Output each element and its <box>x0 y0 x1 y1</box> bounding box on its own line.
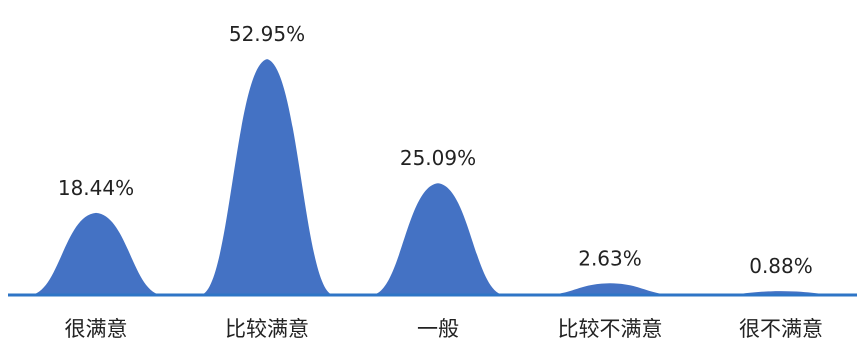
peak-3 <box>371 183 505 295</box>
peak-2 <box>200 59 334 295</box>
category-label-3: 一般 <box>417 317 459 339</box>
peak-1 <box>29 212 163 295</box>
data-label-3: 25.09% <box>400 146 476 170</box>
data-label-2: 52.95% <box>229 22 305 46</box>
data-label-5: 0.88% <box>749 254 813 278</box>
peak-series <box>29 59 848 295</box>
data-label-1: 18.44% <box>58 176 134 200</box>
data-label-4: 2.63% <box>578 246 642 270</box>
category-labels: 很满意 比较满意 一般 比较不满意 很不满意 <box>65 317 824 339</box>
category-label-2: 比较满意 <box>225 317 309 339</box>
category-label-5: 很不满意 <box>739 317 823 339</box>
peak-4 <box>543 283 677 295</box>
data-labels: 18.44% 52.95% 25.09% 2.63% 0.88% <box>58 22 813 278</box>
category-label-1: 很满意 <box>65 317 128 339</box>
category-label-4: 比较不满意 <box>558 317 663 339</box>
